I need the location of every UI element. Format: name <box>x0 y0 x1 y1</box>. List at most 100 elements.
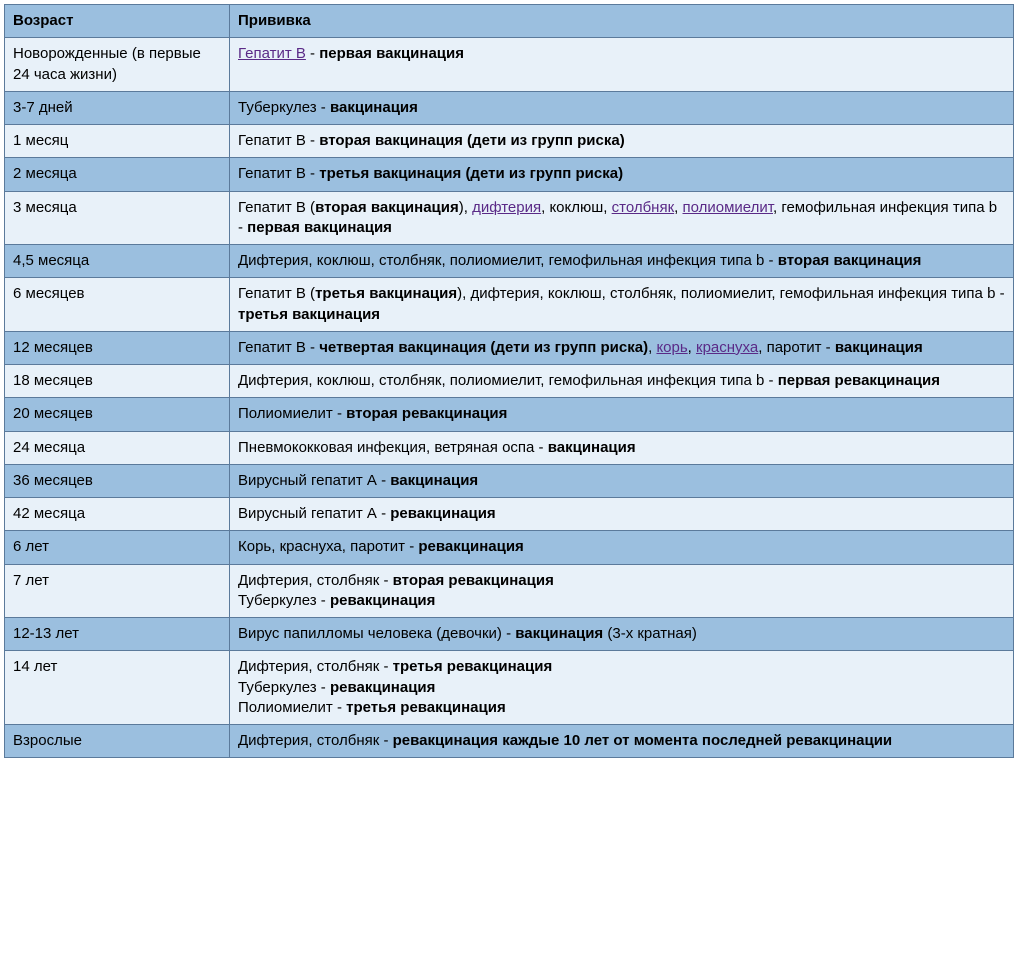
vaccine-bold-text: вакцинация <box>390 472 478 489</box>
table-row: 18 месяцев Дифтерия, коклюш, столбняк, по… <box>5 365 1014 398</box>
vaccine-bold-text: вторая ревакцинация <box>346 405 507 422</box>
age-cell: 2 месяца <box>5 158 230 191</box>
vaccine-bold-text: вторая вакцинация (дети из групп риска) <box>319 132 625 149</box>
vaccine-text: Вирусный гепатит А - <box>238 505 390 522</box>
table-row: ВзрослыеДифтерия, столбняк - ревакцинаци… <box>5 725 1014 758</box>
vaccine-bold-text: четвертая вакцинация (дети из групп риск… <box>319 339 648 356</box>
vaccine-cell: Гепатит В - четвертая вакцинация (дети и… <box>230 331 1014 364</box>
vaccine-text: Полиомиелит - <box>238 699 346 716</box>
vaccine-text: Гепатит В ( <box>238 199 315 216</box>
age-cell: 6 месяцев <box>5 278 230 332</box>
age-cell: 42 месяца <box>5 498 230 531</box>
age-cell: 20 месяцев <box>5 398 230 431</box>
vaccination-schedule-table: Возраст Прививка Новорожденные (в первые… <box>4 4 1014 758</box>
vaccine-link[interactable]: столбняк <box>612 199 675 216</box>
vaccine-bold-text: третья ревакцинация <box>346 699 506 716</box>
age-cell: 4,5 месяца <box>5 245 230 278</box>
vaccine-link[interactable]: корь <box>656 339 687 356</box>
vaccine-cell: Дифтерия, столбняк - вторая ревакцинация… <box>230 564 1014 618</box>
vaccine-bold-text: ревакцинация <box>330 592 435 609</box>
vaccine-cell: Вирусный гепатит А - вакцинация <box>230 464 1014 497</box>
vaccine-cell: Корь, краснуха, паротит - ревакцинация <box>230 531 1014 564</box>
vaccine-cell: Дифтерия, коклюш, столбняк, полиомиелит,… <box>230 245 1014 278</box>
vaccine-link[interactable]: полиомиелит <box>683 199 773 216</box>
vaccine-bold-text: вакцинация <box>330 99 418 116</box>
vaccine-bold-text: ревакцинация <box>390 505 495 522</box>
vaccine-text: Гепатит В - <box>238 132 319 149</box>
vaccine-text: Туберкулез - <box>238 99 330 116</box>
vaccine-text: Дифтерия, коклюш, столбняк, полиомиелит,… <box>238 372 778 389</box>
age-cell: Новорожденные (в первые 24 часа жизни) <box>5 38 230 92</box>
table-row: 4,5 месяца Дифтерия, коклюш, столбняк, по… <box>5 245 1014 278</box>
vaccine-cell: Гепатит В (вторая вакцинация), дифтерия,… <box>230 191 1014 245</box>
vaccine-text: Полиомиелит - <box>238 405 346 422</box>
age-cell: 12 месяцев <box>5 331 230 364</box>
vaccine-text: , коклюш, <box>541 199 612 216</box>
vaccine-text: Пневмококковая инфекция, ветряная оспа - <box>238 439 548 456</box>
vaccine-text: Туберкулез - <box>238 592 330 609</box>
vaccine-bold-text: третья вакцинация <box>238 306 380 323</box>
col-header-vaccine: Прививка <box>230 5 1014 38</box>
age-cell: Взрослые <box>5 725 230 758</box>
vaccine-text: Дифтерия, столбняк - <box>238 732 393 749</box>
vaccine-cell: Вирус папилломы человека (девочки) - вак… <box>230 618 1014 651</box>
vaccine-cell: Вирусный гепатит А - ревакцинация <box>230 498 1014 531</box>
vaccine-cell: Гепатит В (третья вакцинация), дифтерия,… <box>230 278 1014 332</box>
vaccine-bold-text: третья ревакцинация <box>393 658 553 675</box>
vaccine-text: Дифтерия, коклюш, столбняк, полиомиелит,… <box>238 252 778 269</box>
table-row: 14 летДифтерия, столбняк - третья ревакц… <box>5 651 1014 725</box>
vaccine-text: ), <box>459 199 472 216</box>
age-cell: 7 лет <box>5 564 230 618</box>
table-row: 12 месяцевГепатит В - четвертая вакцинац… <box>5 331 1014 364</box>
vaccine-bold-text: вторая вакцинация <box>778 252 922 269</box>
vaccine-text: Вирус папилломы человека (девочки) - <box>238 625 515 642</box>
vaccine-text: , паротит - <box>758 339 835 356</box>
table-row: 3-7 днейТуберкулез - вакцинация <box>5 91 1014 124</box>
age-cell: 14 лет <box>5 651 230 725</box>
vaccine-bold-text: ревакцинация <box>330 679 435 696</box>
vaccine-text: Дифтерия, столбняк - <box>238 572 393 589</box>
table-row: Новорожденные (в первые 24 часа жизни) Ге… <box>5 38 1014 92</box>
vaccine-text: Гепатит В - <box>238 165 319 182</box>
table-row: 3 месяцаГепатит В (вторая вакцинация), д… <box>5 191 1014 245</box>
vaccine-cell: Гепатит В - вторая вакцинация (дети из г… <box>230 125 1014 158</box>
vaccine-text: , <box>688 339 696 356</box>
vaccine-link[interactable]: Гепатит В <box>238 45 306 62</box>
vaccine-bold-text: третья вакцинация (дети из групп риска) <box>319 165 623 182</box>
vaccine-text: Корь, краснуха, паротит - <box>238 538 418 555</box>
vaccine-cell: Туберкулез - вакцинация <box>230 91 1014 124</box>
age-cell: 1 месяц <box>5 125 230 158</box>
vaccine-link[interactable]: краснуха <box>696 339 758 356</box>
table-row: 36 месяцевВирусный гепатит А - вакцинаци… <box>5 464 1014 497</box>
col-header-age: Возраст <box>5 5 230 38</box>
vaccine-text: Гепатит В - <box>238 339 319 356</box>
vaccine-text: , <box>674 199 682 216</box>
table-row: 42 месяцаВирусный гепатит А - ревакцинац… <box>5 498 1014 531</box>
vaccine-bold-text: третья вакцинация <box>315 285 457 302</box>
vaccine-cell: Дифтерия, коклюш, столбняк, полиомиелит,… <box>230 365 1014 398</box>
vaccine-text: Дифтерия, столбняк - <box>238 658 393 675</box>
table-row: 12-13 летВирус папилломы человека (девоч… <box>5 618 1014 651</box>
vaccine-text: Гепатит В ( <box>238 285 315 302</box>
vaccine-cell: Пневмококковая инфекция, ветряная оспа -… <box>230 431 1014 464</box>
vaccine-cell: Дифтерия, столбняк - третья ревакцинация… <box>230 651 1014 725</box>
age-cell: 36 месяцев <box>5 464 230 497</box>
vaccine-text: (3-х кратная) <box>603 625 697 642</box>
vaccine-text: - <box>306 45 319 62</box>
vaccine-link[interactable]: дифтерия <box>472 199 541 216</box>
age-cell: 24 месяца <box>5 431 230 464</box>
vaccine-text: Вирусный гепатит А - <box>238 472 390 489</box>
vaccine-bold-text: первая вакцинация <box>319 45 464 62</box>
age-cell: 18 месяцев <box>5 365 230 398</box>
vaccine-bold-text: вторая ревакцинация <box>393 572 554 589</box>
age-cell: 12-13 лет <box>5 618 230 651</box>
vaccine-bold-text: первая ревакцинация <box>778 372 940 389</box>
table-row: 2 месяца Гепатит В - третья вакцинация (д… <box>5 158 1014 191</box>
vaccine-bold-text: вакцинация <box>515 625 603 642</box>
vaccine-bold-text: первая вакцинация <box>247 219 392 236</box>
vaccine-bold-text: ревакцинация <box>418 538 523 555</box>
vaccine-bold-text: вакцинация <box>835 339 923 356</box>
table-row: 24 месяцаПневмококковая инфекция, ветрян… <box>5 431 1014 464</box>
table-row: 20 месяцев Полиомиелит - вторая ревакцина… <box>5 398 1014 431</box>
vaccine-bold-text: вторая вакцинация <box>315 199 459 216</box>
